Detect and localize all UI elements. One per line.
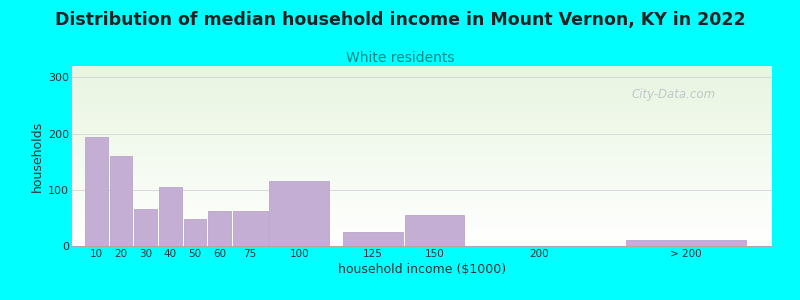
Bar	[159, 187, 182, 246]
Y-axis label: households: households	[31, 120, 44, 192]
Text: Distribution of median household income in Mount Vernon, KY in 2022: Distribution of median household income …	[54, 11, 746, 28]
Bar	[110, 156, 133, 246]
Bar	[626, 240, 746, 246]
Bar	[233, 211, 267, 246]
Text: City-Data.com: City-Data.com	[632, 88, 716, 100]
Bar	[183, 219, 206, 246]
Bar	[134, 209, 157, 246]
X-axis label: household income ($1000): household income ($1000)	[338, 263, 506, 276]
Bar	[86, 137, 108, 246]
Bar	[405, 215, 464, 246]
Text: White residents: White residents	[346, 51, 454, 65]
Bar	[343, 232, 402, 246]
Bar	[208, 211, 230, 246]
Bar	[270, 181, 329, 246]
